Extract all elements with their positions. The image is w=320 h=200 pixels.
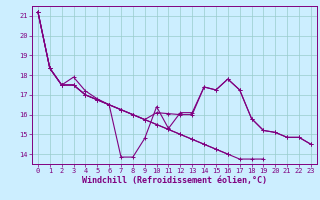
X-axis label: Windchill (Refroidissement éolien,°C): Windchill (Refroidissement éolien,°C) <box>82 176 267 185</box>
